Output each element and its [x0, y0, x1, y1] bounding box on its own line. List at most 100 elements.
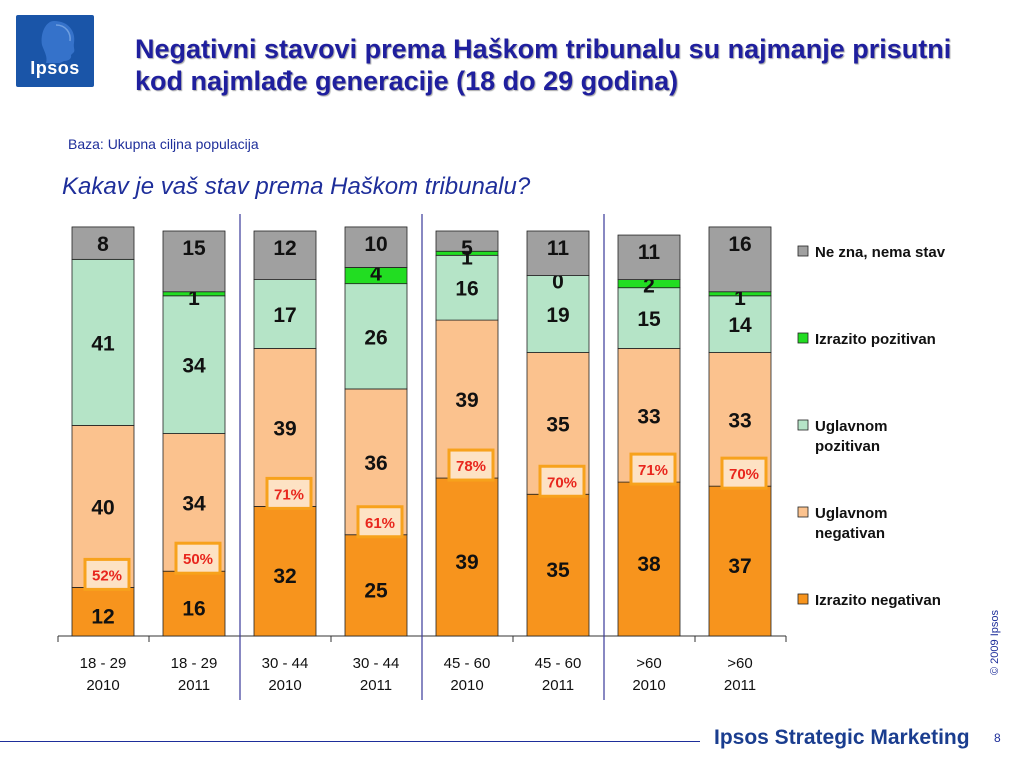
- segment-label: 1: [461, 246, 473, 269]
- copyright: © 2009 Ipsos: [989, 610, 1001, 675]
- negative-total-badge: [83, 557, 131, 591]
- bar-segment: [253, 279, 317, 349]
- x-tick-label: >60: [636, 655, 661, 672]
- x-tick-label: 2011: [360, 677, 392, 694]
- x-tick-label: 18 - 29: [171, 655, 218, 672]
- segment-label: 37: [728, 555, 751, 578]
- legend-swatch: [797, 506, 809, 518]
- segment-label: 34: [182, 355, 206, 378]
- segment-label: 40: [91, 496, 114, 519]
- segment-label: 15: [637, 308, 661, 331]
- segment-label: 0: [552, 271, 564, 294]
- segment-label: 17: [273, 304, 296, 327]
- segment-label: 34: [182, 492, 206, 515]
- legend-label: Izrazito negativan: [815, 592, 941, 609]
- segment-label: 16: [455, 278, 478, 301]
- negative-total-badge: [265, 476, 313, 510]
- negative-total-badge: [720, 456, 768, 490]
- negative-total-label: 52%: [92, 567, 122, 584]
- segment-label: 11: [547, 237, 570, 260]
- negative-total-label: 50%: [183, 551, 213, 568]
- negative-total-badge: [538, 464, 586, 498]
- bar-segment: [71, 587, 135, 637]
- legend-label: Uglavnom negativan: [815, 505, 888, 542]
- negative-total-badge: [629, 452, 677, 486]
- bar-segment: [344, 283, 408, 390]
- bar-segment: [435, 254, 499, 321]
- bar-segment: [708, 485, 772, 637]
- legend-label: Izrazito pozitivan: [815, 331, 936, 348]
- x-tick-label: 18 - 29: [80, 655, 127, 672]
- bar-segment: [708, 295, 772, 353]
- segment-label: 33: [728, 409, 751, 432]
- question-text: Kakav je vaš stav prema Haškom tribunalu…: [62, 173, 531, 200]
- page-title: Negativni stavovi prema Haškom tribunalu…: [135, 34, 952, 96]
- legend-label: Ne zna, nema stav: [815, 244, 946, 261]
- bar-segment: [526, 275, 590, 353]
- segment-label: 8: [97, 233, 109, 256]
- negative-total-label: 70%: [547, 474, 577, 491]
- segment-label: 25: [364, 579, 388, 602]
- segment-label: 5: [461, 237, 473, 260]
- negative-total-badge: [174, 541, 222, 575]
- bar-segment: [71, 226, 135, 260]
- x-tick-label: 2011: [178, 677, 210, 694]
- negative-total-badge: [356, 505, 404, 539]
- segment-label: 39: [455, 551, 478, 574]
- page-number: 8: [994, 731, 1001, 745]
- x-tick-label: 2010: [450, 677, 483, 694]
- negative-total-label: 71%: [274, 486, 304, 503]
- segment-label: 36: [364, 452, 387, 475]
- bar-segment: [617, 287, 681, 349]
- segment-label: 35: [546, 559, 570, 582]
- segment-label: 11: [638, 241, 661, 264]
- bar-segment: [708, 226, 772, 293]
- bar-segment: [253, 230, 317, 280]
- x-tick-label: 45 - 60: [444, 655, 491, 672]
- segment-label: 1: [734, 287, 746, 310]
- negative-total-label: 61%: [365, 515, 395, 532]
- bar-segment: [617, 481, 681, 637]
- segment-label: 1: [188, 287, 200, 310]
- bar-segment: [435, 477, 499, 637]
- segment-label: 2: [643, 275, 655, 298]
- head-silhouette-icon: [41, 21, 75, 63]
- segment-label: 12: [91, 606, 114, 629]
- legend-swatch: [797, 593, 809, 605]
- bar-segment: [253, 505, 317, 637]
- x-tick-label: 45 - 60: [535, 655, 582, 672]
- legend-swatch: [797, 245, 809, 257]
- bar-segment: [344, 226, 408, 268]
- x-tick-label: 30 - 44: [353, 655, 400, 672]
- ipsos-logo: Ipsos: [16, 15, 94, 87]
- x-tick-label: 2010: [86, 677, 119, 694]
- segment-label: 16: [728, 233, 751, 256]
- segment-label: 33: [637, 405, 660, 428]
- legend-swatch: [797, 332, 809, 344]
- segment-label: 32: [273, 565, 296, 588]
- negative-total-label: 70%: [729, 466, 759, 483]
- bar-segment: [162, 570, 226, 637]
- x-tick-label: 2011: [542, 677, 574, 694]
- footer-brand: Ipsos Strategic Marketing: [714, 726, 970, 749]
- x-tick-label: 2010: [268, 677, 301, 694]
- legend-swatch: [797, 419, 809, 431]
- segment-label: 41: [91, 332, 115, 355]
- bar-segment: [162, 230, 226, 293]
- segment-label: 39: [273, 417, 296, 440]
- x-tick-label: 2010: [632, 677, 665, 694]
- bar-segment: [71, 258, 135, 426]
- bar-segment: [162, 295, 226, 434]
- x-tick-label: 30 - 44: [262, 655, 309, 672]
- bar-segment: [526, 230, 590, 276]
- footer-divider: [0, 741, 700, 742]
- bar-segment: [435, 230, 499, 252]
- x-tick-label: >60: [727, 655, 752, 672]
- segment-label: 26: [364, 326, 387, 349]
- segment-label: 19: [546, 304, 569, 327]
- segment-label: 39: [455, 389, 478, 412]
- segment-label: 15: [182, 237, 206, 260]
- segment-label: 12: [273, 237, 296, 260]
- logo-text: Ipsos: [30, 58, 80, 78]
